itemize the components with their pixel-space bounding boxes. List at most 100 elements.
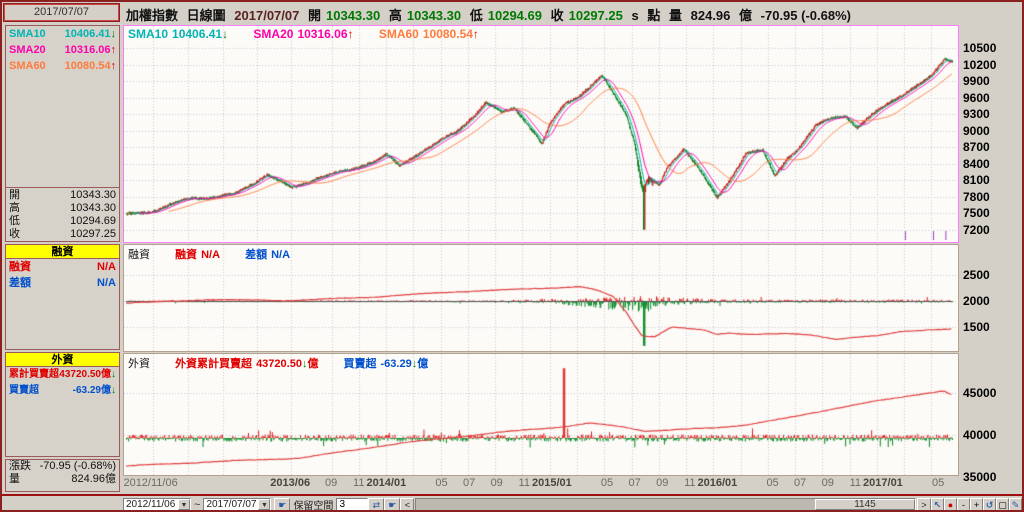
net-buy-label: 買賣超 <box>9 385 39 396</box>
point-label: 點 <box>647 8 661 23</box>
netbuy-series-unit: 億 <box>417 358 429 370</box>
x-tick-label: 05 <box>766 477 779 489</box>
hand-tool-button-2[interactable]: ☛ <box>384 498 401 510</box>
scroll-right-button[interactable]: > <box>917 498 931 510</box>
down-arrow-icon: ↓ <box>111 369 116 380</box>
y-axis-labels: 10500 10200 9900 9600 9300 9000 8700 8400 8100 78… <box>960 2 1022 510</box>
x-tick-label: 2013/06 <box>270 477 311 489</box>
zoom-out-button[interactable]: - <box>957 498 970 510</box>
foreign-chart-legend: 外資 外資累計買賣超 43720.50↓億 買賣超 -63.29↓億 <box>128 355 450 371</box>
y-tick-label: 10500 <box>963 41 997 56</box>
ohlc-block: 開 10343.30 高 10343.30 低 10294.69 收 10297.25 <box>6 187 119 241</box>
margin-series-value: N/A <box>201 249 221 261</box>
hand-icon: ☛ <box>388 499 397 510</box>
ohlc-high-value: 10343.30 <box>70 202 116 214</box>
margin-chart-panel: 融資 融資 N/A 差額 N/A <box>123 244 959 352</box>
x-tick-label: 11 <box>518 477 530 489</box>
sma20-label: SMA20 <box>9 44 46 56</box>
net-buy-value: -63.29億 <box>72 385 111 396</box>
x-tick-label: 2017/01 <box>863 477 903 489</box>
ohlc-close-label: 收 <box>9 228 20 240</box>
reserve-space-input[interactable] <box>336 498 369 510</box>
index-name: 加權指數 <box>126 8 179 23</box>
horizontal-scrollbar[interactable]: 1145 <box>415 498 916 510</box>
foreign-investors-chart[interactable] <box>124 354 958 475</box>
netbuy-series-value: -63.29 <box>380 358 412 370</box>
candlestick-chart[interactable] <box>124 26 958 242</box>
undo-button[interactable]: ↺ <box>983 498 996 510</box>
foreign-section-header: 外資 <box>6 353 119 367</box>
sma-ohlc-panel: SMA10 10406.41↓ SMA20 10316.06↑ SMA60 10080… <box>5 25 120 242</box>
open-value: 10343.30 <box>326 8 381 23</box>
margin-panel-sidebar: 融資 融資 N/A 差額 N/A <box>5 244 120 350</box>
y-tick-label: 9000 <box>963 123 990 138</box>
reserve-space-label: 保留空間 <box>293 501 334 512</box>
sma60-value: 10080.54 <box>64 60 111 72</box>
zoom-in-button[interactable]: + <box>970 498 983 510</box>
y-tick-label: 8400 <box>963 156 990 171</box>
x-tick-label: 11 <box>353 477 365 489</box>
volume-label: 量 <box>668 8 682 23</box>
y-tick-label: 9900 <box>963 74 990 89</box>
margin-legend-title: 融資 <box>128 249 150 261</box>
down-arrow-icon: ↓ <box>110 28 117 40</box>
reserve-spinner[interactable]: ⇄ <box>368 498 385 510</box>
change-value: -70.95 (-0.68%) <box>760 8 851 23</box>
legend-sma20-value: 10316.06 <box>297 27 348 41</box>
up-arrow-icon: ↑ <box>472 27 479 41</box>
y-tick-label: 1500 <box>963 320 990 335</box>
x-tick-label: 2012/11/06 <box>123 477 178 489</box>
chevron-down-icon[interactable]: ▼ <box>178 499 190 510</box>
y-tick-label: 9300 <box>963 107 990 122</box>
x-tick-label: 07 <box>794 477 807 489</box>
current-date-box[interactable]: 2017/07/07 <box>3 3 120 22</box>
cursor-tool-button[interactable]: ↖ <box>931 498 944 510</box>
bar-count: 1145 <box>854 499 876 510</box>
margin-series-name: 融資 <box>175 249 198 261</box>
netbuy-series-name: 買賣超 <box>343 358 377 370</box>
y-tick-label: 8100 <box>963 173 990 188</box>
x-tick-label: 07 <box>462 477 476 489</box>
high-label: 高 <box>388 8 402 23</box>
scrollbar-thumb[interactable]: 1145 <box>815 499 915 510</box>
draw-tool-button[interactable]: ✎ <box>1009 498 1022 510</box>
x-tick-label: 2015/01 <box>531 477 572 489</box>
header-date: 2017/07/07 <box>234 8 300 23</box>
status-bar: 2012/11/06▼ ~ 2017/07/07▼ ☛ 保留空間 ⇄ ☛ < 1… <box>2 497 1022 512</box>
close-value: 10297.25 <box>568 8 623 23</box>
hand-icon: ☛ <box>278 499 287 510</box>
y-tick-label: 2000 <box>963 294 990 309</box>
up-arrow-icon: ↑ <box>110 44 117 56</box>
date-from-value: 2012/11/06 <box>126 499 176 510</box>
chevron-down-icon[interactable]: ▼ <box>258 499 271 510</box>
change-summary-value: -70.95 (-0.68%) <box>39 460 116 472</box>
change-summary-label: 漲跌 <box>9 460 31 472</box>
margin-chart[interactable] <box>124 245 958 351</box>
sma20-value: 10316.06 <box>64 44 111 56</box>
x-axis-labels: 2012/11/06 2013/06 09 11 2014/01 05 07 09 11 2015… <box>2 477 1022 493</box>
x-tick-label: 05 <box>931 477 945 489</box>
summary-panel-sidebar: 漲跌 -70.95 (-0.68%) 量 824.96億 <box>5 459 120 492</box>
time-tool-button[interactable]: ● <box>944 498 957 510</box>
date-from-combo[interactable]: 2012/11/06 ▼ <box>123 498 191 510</box>
scroll-left-button[interactable]: < <box>400 498 415 510</box>
volume-summary-label: 量 <box>9 473 20 485</box>
legend-sma10-value: 10406.41 <box>172 27 223 41</box>
ohlc-close-value: 10297.25 <box>70 228 116 240</box>
down-arrow-icon: ↓ <box>411 358 418 370</box>
date-to-combo[interactable]: 2017/07/07 ▼ <box>203 498 272 510</box>
x-tick-label: 2016/01 <box>697 477 738 489</box>
y-tick-label: 9600 <box>963 90 990 105</box>
chart-type-label: 日線圖 <box>186 8 226 23</box>
close-label: 收 <box>550 8 564 23</box>
x-tick-label: 05 <box>600 477 614 489</box>
margin-diff-series-name: 差額 <box>245 249 268 261</box>
x-tick-label: 2014/01 <box>366 477 407 489</box>
foreign-panel-sidebar: 外資 累計買賣超 43720.50億↓ 買賣超 -63.29億↓ <box>5 352 120 457</box>
x-tick-label: 11 <box>849 477 862 489</box>
ohlc-low-value: 10294.69 <box>70 215 116 227</box>
window-tool-button[interactable]: ▢ <box>996 498 1009 510</box>
margin-diff-label: 差額 <box>9 277 31 289</box>
hand-tool-button-1[interactable]: ☛ <box>274 498 291 510</box>
margin-label: 融資 <box>9 261 31 273</box>
